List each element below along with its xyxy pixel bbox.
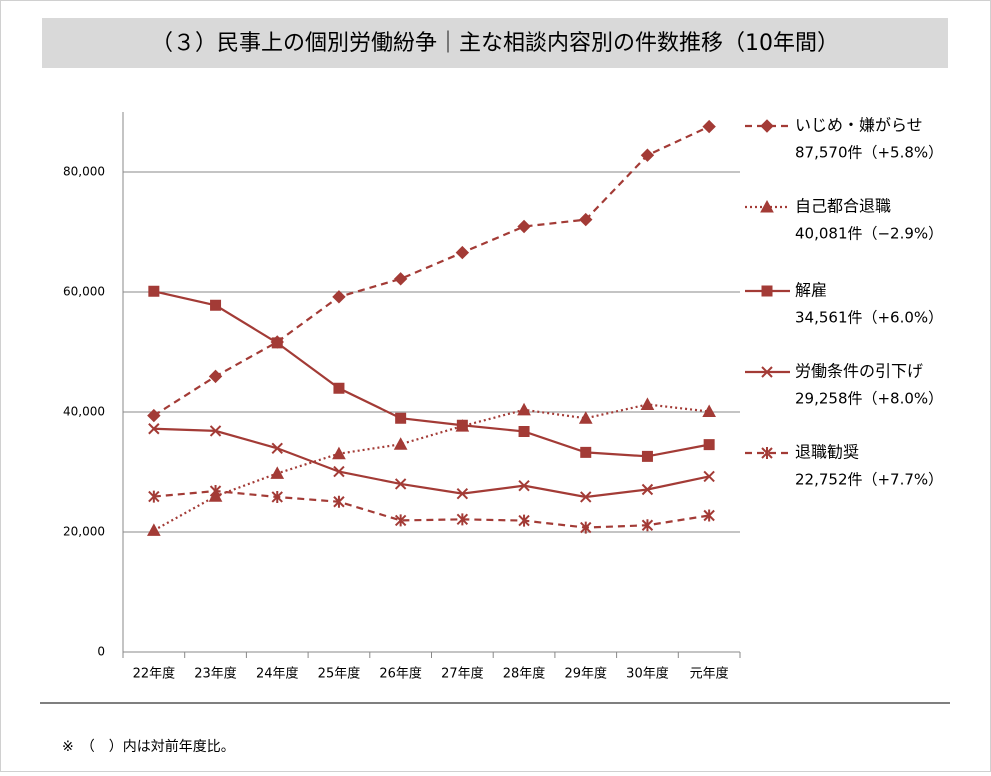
legend-label: 解雇 (795, 281, 827, 300)
x-tick-label: 24年度 (256, 666, 299, 682)
marker (395, 412, 407, 424)
x-tick-label: 27年度 (441, 666, 484, 682)
marker (456, 487, 469, 500)
legend-label: いじめ・嫌がらせ (795, 116, 923, 135)
legend-label: 自己都合退職 (795, 197, 891, 216)
y-tick-label: 20,000 (63, 525, 105, 539)
legend-marker (761, 285, 773, 297)
marker (333, 465, 345, 478)
x-tick-label: 22年度 (133, 666, 176, 682)
series-line (153, 125, 710, 417)
marker (209, 485, 222, 498)
legend-summary: 29,258件（+8.0%） (795, 390, 943, 408)
marker (580, 521, 592, 534)
marker (209, 425, 222, 437)
x-tick-label: 28年度 (503, 666, 546, 682)
marker (641, 450, 653, 462)
y-tick-label: 80,000 (63, 165, 105, 179)
legend-summary: 40,081件（−2.9%） (795, 225, 943, 243)
marker (580, 491, 592, 503)
marker (640, 148, 655, 162)
marker (580, 446, 592, 458)
legend-marker (761, 366, 773, 378)
y-tick-label: 60,000 (63, 285, 105, 299)
legend-summary: 34,561件（+6.0%） (795, 309, 943, 327)
marker (147, 523, 161, 536)
x-tick-label: 23年度 (194, 666, 237, 682)
marker (332, 446, 346, 460)
marker (394, 514, 407, 527)
x-tick-label: 26年度 (379, 666, 422, 682)
marker (579, 212, 593, 227)
marker (333, 382, 345, 394)
marker (455, 245, 470, 260)
x-tick-label: 元年度 (690, 666, 729, 682)
marker (703, 470, 715, 483)
marker (517, 402, 531, 416)
legend-summary: 87,570件（+5.8%） (795, 144, 943, 162)
series-line (153, 427, 710, 499)
marker (456, 419, 468, 431)
legend-marker (760, 119, 774, 133)
title-bar (42, 18, 948, 68)
marker (148, 490, 160, 503)
marker (702, 404, 716, 418)
footnote: ※ （ ）内は対前年度比。 (62, 738, 235, 755)
marker (578, 411, 593, 424)
marker (208, 369, 223, 384)
y-tick-label: 0 (97, 645, 105, 659)
series-line (153, 489, 710, 529)
marker (271, 337, 283, 349)
marker (518, 479, 530, 492)
marker (456, 513, 469, 526)
legend-marker (760, 199, 774, 213)
y-tick-label: 40,000 (63, 405, 105, 419)
marker (210, 299, 222, 311)
marker (148, 285, 160, 297)
marker (640, 397, 655, 410)
marker (332, 290, 346, 304)
chart-title: （３）民事上の個別労働紛争｜主な相談内容別の件数推移（10年間） (151, 31, 839, 56)
series-line (153, 403, 710, 532)
marker (518, 514, 530, 527)
marker (702, 119, 716, 134)
marker (641, 483, 654, 496)
marker (641, 519, 654, 532)
marker (148, 423, 160, 435)
legend-label: 退職勧奨 (795, 443, 859, 462)
legend-marker (761, 447, 773, 459)
marker (393, 437, 408, 450)
marker (147, 408, 161, 423)
series-line (153, 290, 710, 458)
marker (271, 442, 283, 454)
marker (270, 466, 285, 479)
legend-label: 労働条件の引下げ (795, 362, 923, 381)
marker (393, 272, 408, 286)
marker (518, 425, 530, 437)
marker (394, 478, 407, 490)
marker (333, 495, 345, 508)
legend-summary: 22,752件（+7.7%） (795, 471, 943, 489)
marker (517, 219, 531, 234)
marker (703, 509, 715, 522)
x-tick-label: 29年度 (564, 666, 607, 682)
x-tick-label: 30年度 (626, 666, 669, 682)
marker (703, 439, 715, 451)
x-tick-label: 25年度 (318, 666, 361, 682)
marker (271, 490, 283, 503)
